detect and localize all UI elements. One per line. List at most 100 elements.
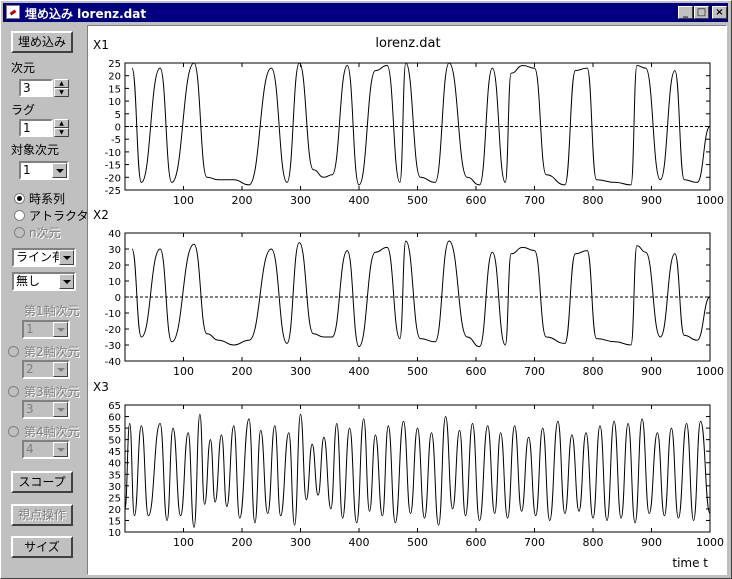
x-tick-label: 500 <box>407 365 428 378</box>
x-tick-label: 400 <box>349 536 370 549</box>
minimize-button[interactable]: _ <box>678 6 693 19</box>
spin-down-icon[interactable]: ▼ <box>54 88 69 97</box>
x-tick-label: 700 <box>524 365 545 378</box>
y-tick-label: -20 <box>105 325 121 336</box>
target-dimension-select[interactable]: 1 <box>19 161 69 180</box>
x-tick-label: 600 <box>466 194 487 207</box>
chevron-down-icon[interactable] <box>52 163 67 178</box>
x-tick-label: 1000 <box>696 536 724 549</box>
panel-label-x1: X1 <box>93 38 109 52</box>
y-tick-label: -5 <box>111 135 121 146</box>
y-tick-label: 40 <box>108 459 121 470</box>
y-tick-label: 45 <box>108 447 121 458</box>
radio-attractor-label[interactable]: アトラクタ <box>29 209 89 223</box>
axis4-value: 4 <box>26 442 34 456</box>
x-tick-label: 500 <box>407 536 428 549</box>
x-tick-label: 200 <box>232 194 253 207</box>
x-tick-label: 700 <box>524 194 545 207</box>
dimension-input[interactable]: 3 <box>19 79 53 97</box>
radio-timeseries[interactable] <box>14 193 25 204</box>
y-tick-label: 15 <box>108 516 121 527</box>
title-bar[interactable]: 埋め込み lorenz.dat _ □ × <box>3 3 728 22</box>
x-tick-label: 900 <box>641 536 662 549</box>
axis1-label: 第1軸次元 <box>24 304 80 318</box>
axis2-select: 2 <box>22 360 70 379</box>
y-tick-label: -20 <box>105 173 121 184</box>
radio-ndim <box>14 227 25 238</box>
radio-timeseries-label[interactable]: 時系列 <box>29 192 66 206</box>
y-tick-label: 55 <box>108 424 121 435</box>
viewpoint-button: 視点操作 <box>11 504 73 526</box>
y-tick-label: 20 <box>108 505 121 516</box>
y-tick-label: 40 <box>108 229 121 240</box>
y-tick-label: -25 <box>105 186 121 197</box>
series-line-x3 <box>124 413 711 528</box>
chevron-down-icon[interactable] <box>59 274 74 289</box>
x-tick-label: 600 <box>466 536 487 549</box>
embed-button[interactable]: 埋め込み <box>11 31 73 53</box>
dimension-spinner[interactable]: ▲ ▼ <box>54 79 69 97</box>
y-tick-label: 20 <box>108 72 121 83</box>
plot-area[interactable]: lorenz.dat X1 25 20 15 10 5 0 -5 -10 -15 -20 -25 100 2… <box>87 25 727 575</box>
y-tick-label: 20 <box>108 261 121 272</box>
y-tick-label: 60 <box>108 413 121 424</box>
x-tick-label: 300 <box>290 365 311 378</box>
x-tick-label: 600 <box>466 365 487 378</box>
window-title: 埋め込み lorenz.dat <box>25 7 147 21</box>
radio-axis3 <box>8 386 19 397</box>
spin-up-icon[interactable]: ▲ <box>54 79 69 88</box>
y-tick-label: -30 <box>105 341 121 352</box>
y-tick-label: 25 <box>108 59 121 70</box>
y-tick-label: 35 <box>108 470 121 481</box>
plot-frame <box>124 404 711 533</box>
series-line-x2 <box>131 240 711 348</box>
x-tick-label: 800 <box>583 194 604 207</box>
line-style-value: ライン有 <box>16 250 65 264</box>
y-tick-label: 15 <box>108 84 121 95</box>
chevron-down-icon[interactable] <box>59 250 74 265</box>
lag-input[interactable]: 1 <box>19 119 53 137</box>
app-icon[interactable] <box>6 5 20 19</box>
chevron-down-icon <box>53 362 68 377</box>
axis3-select: 3 <box>22 400 70 419</box>
size-button[interactable]: サイズ <box>11 536 73 558</box>
maximize-button[interactable]: □ <box>694 6 709 19</box>
x-tick-label: 500 <box>407 194 428 207</box>
x-tick-label: 800 <box>583 536 604 549</box>
marker-select[interactable]: 無し <box>12 272 76 291</box>
axis4-label: 第4軸次元 <box>24 425 80 439</box>
line-style-select[interactable]: ライン有 <box>12 248 76 267</box>
axis1-value: 1 <box>26 322 34 336</box>
lag-value: 1 <box>23 121 31 135</box>
x-tick-label: 300 <box>290 194 311 207</box>
x-axis-label: time t <box>672 556 708 570</box>
y-tick-label: 65 <box>108 401 121 412</box>
chevron-down-icon <box>53 322 68 337</box>
target-dimension-value: 1 <box>23 163 31 177</box>
chevron-down-icon <box>53 402 68 417</box>
spin-down-icon[interactable]: ▼ <box>54 128 69 137</box>
radio-axis4 <box>8 426 19 437</box>
lag-label: ラグ <box>11 103 36 117</box>
axis3-label: 第3軸次元 <box>24 385 80 399</box>
y-tick-label: 5 <box>115 110 121 121</box>
spin-up-icon[interactable]: ▲ <box>54 119 69 128</box>
close-button[interactable]: × <box>712 6 727 19</box>
x-tick-label: 200 <box>232 536 253 549</box>
y-tick-label: 30 <box>108 482 121 493</box>
chart-title: lorenz.dat <box>375 36 440 51</box>
y-tick-label: 10 <box>108 277 121 288</box>
axis1-select: 1 <box>22 320 70 339</box>
y-tick-label: -10 <box>105 309 121 320</box>
x-tick-label: 100 <box>173 365 194 378</box>
dimension-value: 3 <box>23 81 31 95</box>
lag-spinner[interactable]: ▲ ▼ <box>54 119 69 137</box>
y-tick-label: 0 <box>115 293 121 304</box>
y-tick-label: -40 <box>105 357 121 368</box>
x-tick-label: 700 <box>524 536 545 549</box>
scope-button[interactable]: スコープ <box>11 471 73 493</box>
target-dimension-label: 対象次元 <box>11 143 60 157</box>
radio-attractor[interactable] <box>14 210 25 221</box>
